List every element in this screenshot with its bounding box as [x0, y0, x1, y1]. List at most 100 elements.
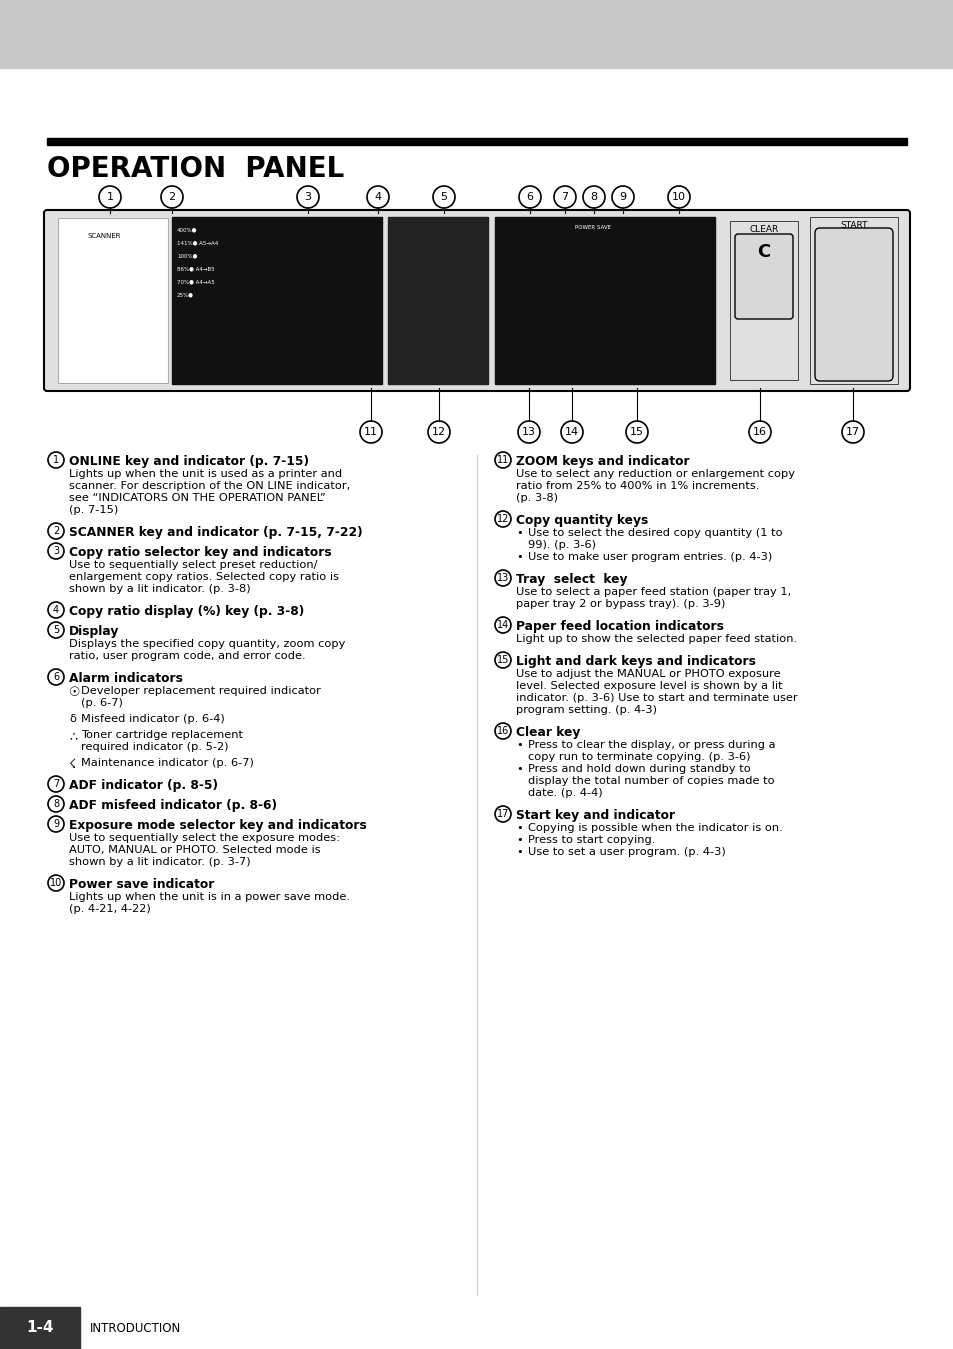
Bar [0, 0, 953, 67]
Text: 10: 10 [50, 878, 62, 888]
Text: 25%●: 25%● [177, 291, 193, 297]
Text: 3: 3 [304, 192, 312, 202]
Text: ∴: ∴ [69, 730, 77, 743]
Text: 8: 8 [590, 192, 597, 202]
Text: shown by a lit indicator. (p. 3-8): shown by a lit indicator. (p. 3-8) [69, 584, 251, 594]
Text: 11: 11 [364, 428, 377, 437]
Text: 13: 13 [497, 573, 509, 583]
Bar [388, 217, 488, 384]
Text: Press and hold down during standby to: Press and hold down during standby to [527, 764, 750, 774]
Bar [58, 219, 168, 383]
Text: CLEAR: CLEAR [749, 225, 778, 233]
Text: POWER SAVE: POWER SAVE [575, 225, 610, 229]
Text: Use to sequentially select preset reduction/: Use to sequentially select preset reduct… [69, 560, 317, 571]
Text: Copy quantity keys: Copy quantity keys [516, 514, 648, 527]
Text: ADF misfeed indicator (p. 8-6): ADF misfeed indicator (p. 8-6) [69, 799, 276, 812]
Text: Copying is possible when the indicator is on.: Copying is possible when the indicator i… [527, 823, 781, 832]
Text: Light up to show the selected paper feed station.: Light up to show the selected paper feed… [516, 634, 797, 643]
Text: Power save indicator: Power save indicator [69, 878, 214, 890]
Text: Toner cartridge replacement: Toner cartridge replacement [81, 730, 243, 741]
Text: paper tray 2 or bypass tray). (p. 3-9): paper tray 2 or bypass tray). (p. 3-9) [516, 599, 724, 608]
Text: Clear key: Clear key [516, 726, 579, 739]
Text: 12: 12 [432, 428, 446, 437]
Bar [58, 219, 168, 383]
Text: ADF indicator (p. 8-5): ADF indicator (p. 8-5) [69, 778, 218, 792]
Text: Use to select the desired copy quantity (1 to: Use to select the desired copy quantity … [527, 527, 781, 538]
Text: 70%● A4→A5: 70%● A4→A5 [177, 279, 214, 285]
Text: indicator. (p. 3-6) Use to start and terminate user: indicator. (p. 3-6) Use to start and ter… [516, 693, 797, 703]
Text: Maintenance indicator (p. 6-7): Maintenance indicator (p. 6-7) [81, 758, 253, 768]
Text: INTRODUCTION: INTRODUCTION [90, 1322, 181, 1334]
Text: 1-4: 1-4 [27, 1321, 53, 1336]
Bar [809, 217, 897, 384]
Text: Lights up when the unit is in a power save mode.: Lights up when the unit is in a power sa… [69, 892, 350, 902]
Text: scanner. For description of the ON LINE indicator,: scanner. For description of the ON LINE … [69, 482, 350, 491]
Text: Start key and indicator: Start key and indicator [516, 809, 675, 822]
Text: 4: 4 [52, 604, 59, 615]
Text: 9: 9 [618, 192, 626, 202]
Bar [0, 1307, 80, 1349]
Text: see “INDICATORS ON THE OPERATION PANEL”: see “INDICATORS ON THE OPERATION PANEL” [69, 492, 325, 503]
Text: display the total number of copies made to: display the total number of copies made … [527, 776, 774, 786]
Text: Use to set a user program. (p. 4-3): Use to set a user program. (p. 4-3) [527, 847, 725, 857]
Text: 3: 3 [52, 546, 59, 556]
Text: ONLINE key and indicator (p. 7-15): ONLINE key and indicator (p. 7-15) [69, 455, 309, 468]
Text: SCANNER: SCANNER [88, 233, 121, 239]
Text: 2: 2 [52, 526, 59, 536]
Text: Displays the specified copy quantity, zoom copy: Displays the specified copy quantity, zo… [69, 639, 345, 649]
Text: ☉: ☉ [69, 687, 80, 699]
Text: Use to sequentially select the exposure modes:: Use to sequentially select the exposure … [69, 832, 339, 843]
Text: •: • [516, 823, 522, 832]
Text: •: • [516, 835, 522, 844]
Text: 14: 14 [497, 621, 509, 630]
Text: 10: 10 [671, 192, 685, 202]
Text: 7: 7 [561, 192, 568, 202]
Text: Light and dark keys and indicators: Light and dark keys and indicators [516, 656, 755, 668]
Text: Display: Display [69, 625, 119, 638]
Text: •: • [516, 764, 522, 774]
Text: C: C [757, 243, 770, 260]
Text: 5: 5 [440, 192, 447, 202]
Text: ZOOM keys and indicator: ZOOM keys and indicator [516, 455, 689, 468]
Text: •: • [516, 847, 522, 857]
Text: 141%● A5→A4: 141%● A5→A4 [177, 240, 218, 246]
Bar [172, 217, 381, 384]
Text: 100%●: 100%● [177, 254, 197, 258]
Text: 16: 16 [752, 428, 766, 437]
Text: 6: 6 [52, 672, 59, 683]
Text: 1: 1 [52, 455, 59, 465]
FancyBboxPatch shape [814, 228, 892, 380]
Text: 13: 13 [521, 428, 536, 437]
Text: 400%●: 400%● [177, 227, 197, 232]
Text: 9: 9 [52, 819, 59, 830]
Text: copy run to terminate copying. (p. 3-6): copy run to terminate copying. (p. 3-6) [527, 751, 750, 762]
Text: ratio, user program code, and error code.: ratio, user program code, and error code… [69, 652, 305, 661]
Text: Use to select any reduction or enlargement copy: Use to select any reduction or enlargeme… [516, 469, 794, 479]
Text: 17: 17 [497, 809, 509, 819]
Text: 14: 14 [564, 428, 578, 437]
Text: ☇: ☇ [69, 758, 76, 772]
Text: •: • [516, 552, 522, 563]
Text: program setting. (p. 4-3): program setting. (p. 4-3) [516, 706, 657, 715]
Text: 99). (p. 3-6): 99). (p. 3-6) [527, 540, 596, 550]
Text: Developer replacement required indicator: Developer replacement required indicator [81, 687, 320, 696]
Text: Tray  select  key: Tray select key [516, 573, 627, 585]
Text: 12: 12 [497, 514, 509, 523]
Text: AUTO, MANUAL or PHOTO. Selected mode is: AUTO, MANUAL or PHOTO. Selected mode is [69, 844, 320, 855]
Text: 11: 11 [497, 455, 509, 465]
Text: shown by a lit indicator. (p. 3-7): shown by a lit indicator. (p. 3-7) [69, 857, 251, 867]
Text: 15: 15 [497, 656, 509, 665]
Text: Alarm indicators: Alarm indicators [69, 672, 183, 685]
Text: (p. 7-15): (p. 7-15) [69, 505, 118, 515]
Bar [729, 221, 797, 380]
Text: Lights up when the unit is used as a printer and: Lights up when the unit is used as a pri… [69, 469, 342, 479]
Text: level. Selected exposure level is shown by a lit: level. Selected exposure level is shown … [516, 681, 781, 691]
Text: 7: 7 [52, 778, 59, 789]
Text: 8: 8 [52, 799, 59, 809]
Text: START: START [840, 221, 867, 229]
Text: Paper feed location indicators: Paper feed location indicators [516, 621, 723, 633]
Text: ẟ: ẟ [69, 714, 76, 724]
Text: ratio from 25% to 400% in 1% increments.: ratio from 25% to 400% in 1% increments. [516, 482, 759, 491]
Bar [495, 217, 714, 384]
FancyBboxPatch shape [734, 233, 792, 318]
